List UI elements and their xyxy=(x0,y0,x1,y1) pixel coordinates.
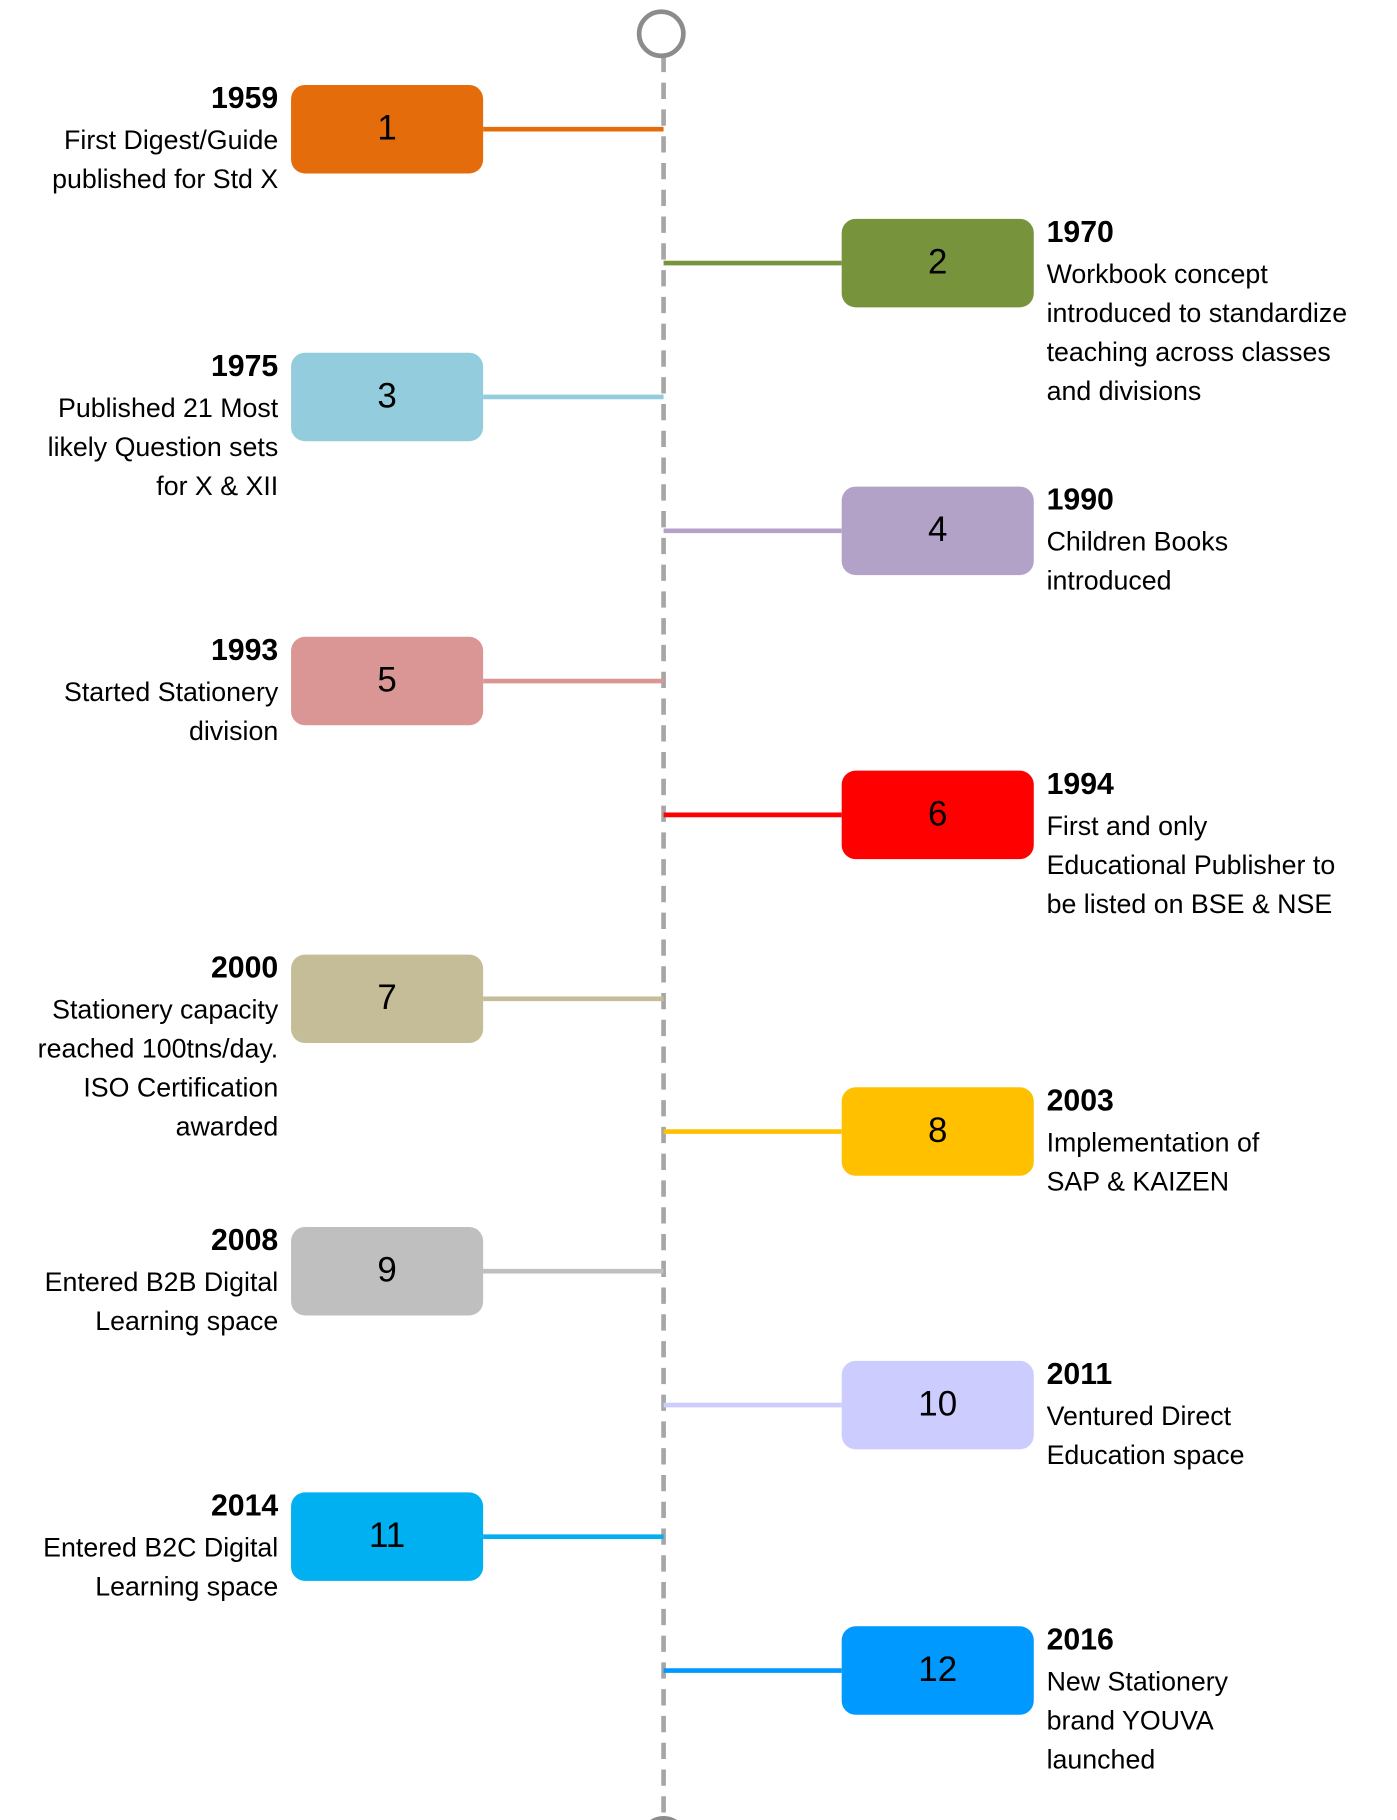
milestone-year: 2003 xyxy=(1047,1084,1114,1117)
milestone-description: First and only xyxy=(1047,811,1208,841)
milestone-year: 1990 xyxy=(1047,484,1114,517)
milestone-number: 10 xyxy=(918,1384,957,1423)
milestone-description: launched xyxy=(1047,1744,1156,1774)
milestone-description: introduced xyxy=(1047,566,1172,596)
milestone-year: 1994 xyxy=(1047,768,1114,801)
milestone-number: 12 xyxy=(918,1650,957,1689)
milestone-number: 1 xyxy=(377,109,396,148)
milestone-year: 1970 xyxy=(1047,216,1114,249)
milestone-description: Implementation of xyxy=(1047,1127,1260,1157)
milestone-number: 5 xyxy=(377,660,396,699)
milestone-description: teaching across classes xyxy=(1047,337,1331,367)
milestone-description: division xyxy=(189,716,278,746)
milestone-description: awarded xyxy=(176,1112,279,1142)
milestone-description: Entered B2B Digital xyxy=(45,1267,279,1297)
milestone-description: Children Books xyxy=(1047,527,1229,557)
milestone-year: 2008 xyxy=(211,1224,278,1257)
milestone-number: 9 xyxy=(377,1251,396,1290)
milestone-year: 1959 xyxy=(211,82,278,115)
milestone-box xyxy=(291,954,484,1044)
milestone-box xyxy=(841,1360,1034,1450)
milestone-description: Stationery capacity xyxy=(52,995,279,1025)
milestone-number: 6 xyxy=(928,794,947,833)
milestone-box xyxy=(291,1492,484,1581)
milestone-number: 8 xyxy=(928,1111,947,1150)
milestone-box xyxy=(291,636,484,726)
milestone-description: Educational Publisher to xyxy=(1047,850,1336,880)
milestone-number: 11 xyxy=(369,1516,405,1555)
milestone-year: 2011 xyxy=(1047,1358,1113,1391)
milestone-description: brand YOUVA xyxy=(1047,1705,1214,1735)
milestone-year: 2000 xyxy=(211,952,278,985)
milestone-description: likely Question sets xyxy=(48,432,279,462)
milestone-description: SAP & KAIZEN xyxy=(1047,1166,1229,1196)
milestone-box xyxy=(291,84,484,174)
milestone-description: Learning space xyxy=(95,1572,278,1602)
milestone-number: 4 xyxy=(928,510,947,549)
milestone-description: Learning space xyxy=(95,1306,278,1336)
milestone-box xyxy=(841,1087,1034,1176)
milestone-year: 2016 xyxy=(1047,1623,1114,1656)
milestone-description: First Digest/Guide xyxy=(64,125,278,155)
milestone-box xyxy=(841,1626,1034,1715)
milestone-description: Published 21 Most xyxy=(58,393,279,423)
milestone-description: ISO Certification xyxy=(83,1073,278,1103)
milestone-box xyxy=(841,486,1034,576)
start-circle xyxy=(636,9,686,59)
milestone-year: 1993 xyxy=(211,634,278,667)
milestone-description: and divisions xyxy=(1047,376,1202,406)
milestone-description: be listed on BSE & NSE xyxy=(1047,889,1333,919)
milestone-description: reached 100tns/day. xyxy=(38,1034,279,1064)
milestone-description: Started Stationery xyxy=(64,677,279,707)
milestone-year: 2014 xyxy=(211,1490,278,1523)
milestone-description: Workbook concept xyxy=(1047,259,1269,289)
milestone-number: 7 xyxy=(377,978,396,1017)
milestone-box xyxy=(291,1226,484,1316)
milestone-description: introduced to standardize xyxy=(1047,298,1348,328)
milestone-number: 3 xyxy=(377,376,396,415)
milestone-year: 1975 xyxy=(211,350,278,383)
milestone-description: Ventured Direct xyxy=(1047,1401,1232,1431)
milestone-description: published for Std X xyxy=(52,164,278,194)
milestone-box xyxy=(841,770,1034,860)
milestone-description: for X & XII xyxy=(156,471,278,501)
milestone-description: Entered B2C Digital xyxy=(43,1533,278,1563)
milestone-description: New Stationery xyxy=(1047,1666,1229,1696)
milestone-box xyxy=(841,218,1034,308)
milestone-description: Education space xyxy=(1047,1440,1245,1470)
milestone-box xyxy=(291,352,484,442)
milestone-number: 2 xyxy=(928,242,947,281)
